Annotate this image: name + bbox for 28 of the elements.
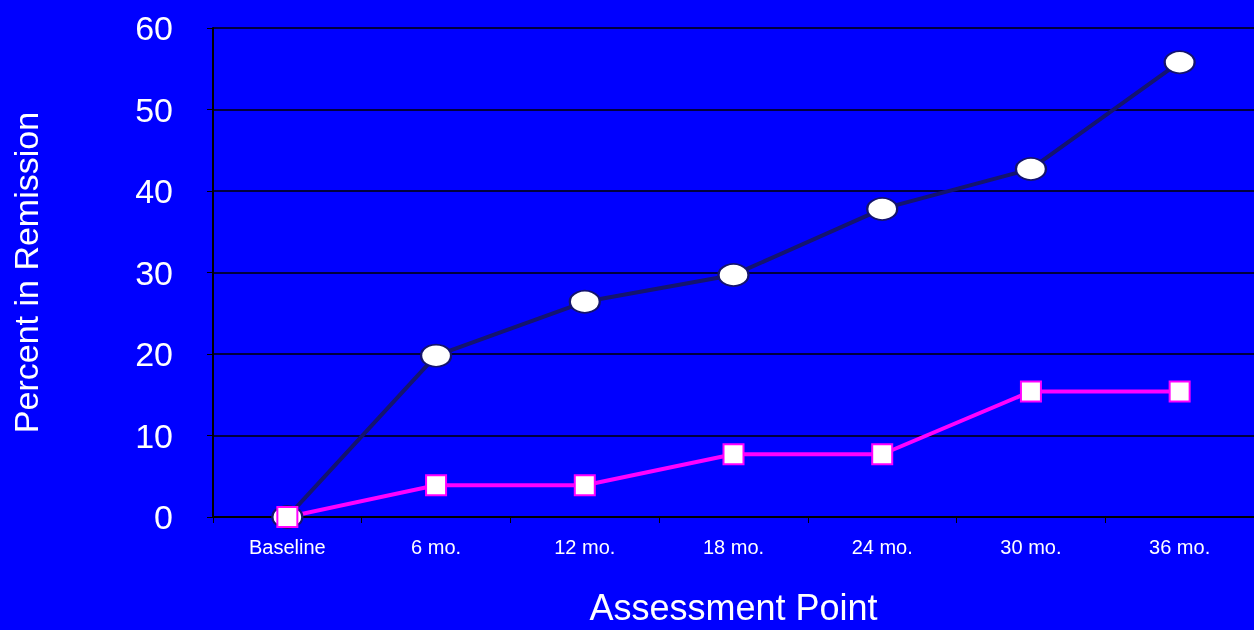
y-tick-label: 20	[135, 335, 173, 373]
point	[425, 474, 448, 497]
point	[568, 289, 601, 314]
x-tick-label: 36 mo.	[1149, 536, 1211, 558]
point	[1019, 380, 1042, 403]
point	[866, 196, 899, 221]
y-axis-title: Percent in Remission	[7, 111, 45, 434]
x-tick-label: 24 mo.	[851, 536, 913, 558]
x-tick-label: 12 mo.	[554, 536, 616, 558]
y-tick-label: 50	[135, 90, 173, 129]
y-tick-label: 60	[135, 9, 173, 47]
point	[573, 474, 596, 497]
point	[1163, 50, 1196, 75]
y-tick-label: 30	[135, 253, 173, 292]
point	[1014, 157, 1047, 181]
point	[420, 343, 453, 368]
point	[871, 443, 894, 466]
x-tick-label: 6 mo.	[411, 536, 462, 558]
x-tick-label: 30 mo.	[1000, 536, 1062, 558]
x-axis-title: Assessment Point	[589, 586, 878, 628]
y-tick-label: 0	[154, 498, 173, 536]
point	[717, 262, 750, 287]
y-tick-label: 10	[135, 416, 173, 455]
point	[1168, 380, 1191, 403]
point	[722, 443, 745, 466]
y-tick-label: 40	[135, 172, 173, 210]
x-tick-label: Baseline	[249, 536, 326, 558]
x-tick-label: 18 mo.	[702, 536, 765, 558]
